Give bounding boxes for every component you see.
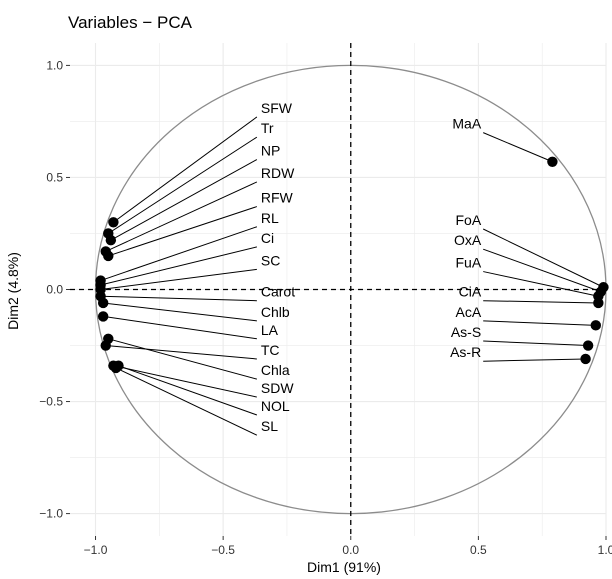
connector-oxa (483, 248, 602, 293)
label-aca: AcA (456, 304, 482, 320)
data-points (95, 156, 609, 374)
connector-cia (483, 300, 599, 304)
connector-sdw (113, 365, 257, 398)
label-rl: RL (261, 210, 279, 226)
connector-rl (100, 226, 258, 282)
connector-carot (100, 295, 257, 302)
axes: −1.0 −0.5 0.0 0.5 1.0 −1.0 −0.5 0.0 0.5 1.0 (39, 58, 612, 557)
label-foa: FoA (456, 212, 482, 228)
label-as-r: As-R (450, 344, 481, 360)
connector-rdw (105, 181, 258, 252)
x-axis-title: Dim1 (91%) (307, 559, 381, 575)
connector-rfw (108, 206, 258, 257)
x-tick-label: 1.0 (598, 543, 612, 557)
connector-as-r (483, 358, 586, 362)
connector-foa (482, 228, 604, 288)
connector-np (110, 159, 258, 241)
label-nol: NOL (261, 398, 290, 414)
x-tick-label: −0.5 (211, 543, 235, 557)
chart-title: Variables − PCA (68, 13, 193, 32)
connector-tc (105, 345, 257, 360)
x-tick-label: 0.0 (342, 543, 359, 557)
label-maa: MaA (452, 116, 481, 132)
point-la (97, 311, 109, 322)
connector-fua (483, 271, 599, 297)
connector-maa (483, 132, 553, 163)
label-rfw: RFW (261, 190, 294, 206)
point-maa (547, 156, 558, 167)
point-np (105, 235, 117, 246)
label-tr: Tr (261, 120, 274, 136)
grid (70, 43, 607, 536)
point-sl (110, 362, 122, 374)
connector-tr (108, 136, 258, 234)
point-aca (590, 320, 601, 331)
label-sc: SC (261, 252, 280, 268)
point-chla (103, 333, 114, 344)
connector-aca (483, 320, 596, 326)
label-as-s: As-S (451, 324, 481, 340)
point-rfw (103, 250, 114, 262)
point-sfw (108, 217, 119, 228)
y-tick-label: 0.5 (46, 170, 63, 184)
label-ci: Ci (261, 230, 274, 246)
connector-sfw (113, 116, 258, 223)
connector-la (103, 315, 257, 340)
connector-ci (100, 246, 257, 286)
connector-sl (115, 367, 258, 436)
label-tc: TC (261, 342, 280, 358)
y-tick-label: −0.5 (39, 395, 63, 409)
label-sfw: SFW (261, 100, 293, 116)
point-as-r (580, 353, 591, 365)
y-tick-label: 1.0 (46, 58, 63, 72)
label-cia: CiA (459, 284, 482, 300)
label-carot: Carot (261, 284, 295, 300)
label-chlb: Chlb (261, 304, 290, 320)
label-sl: SL (261, 418, 278, 434)
connector-chla (108, 338, 258, 380)
label-oxa: OxA (454, 232, 482, 248)
label-connectors (100, 116, 604, 436)
label-sdw: SDW (261, 380, 294, 396)
y-tick-label: 0.0 (46, 283, 63, 297)
connector-chlb (103, 302, 257, 322)
label-np: NP (261, 143, 280, 159)
point-as-s (582, 340, 594, 351)
connector-sc (100, 268, 257, 290)
variable-labels: SFW Tr NP RDW RFW RL Ci SC Carot Chlb LA TC Chla SDW N… (261, 100, 482, 434)
label-rdw: RDW (261, 165, 295, 181)
label-chla: Chla (261, 362, 290, 378)
y-axis-title: Dim2 (4.8%) (5, 252, 21, 330)
label-fua: FuA (456, 255, 482, 271)
reference-lines (70, 43, 606, 536)
connector-nol (118, 365, 258, 416)
point-cia (593, 297, 604, 309)
x-tick-label: 0.5 (470, 543, 487, 557)
connector-as-s (483, 340, 589, 347)
label-la: LA (261, 322, 279, 338)
y-tick-label: −1.0 (39, 507, 63, 521)
point-chlb (97, 297, 109, 309)
x-tick-label: −1.0 (84, 543, 108, 557)
